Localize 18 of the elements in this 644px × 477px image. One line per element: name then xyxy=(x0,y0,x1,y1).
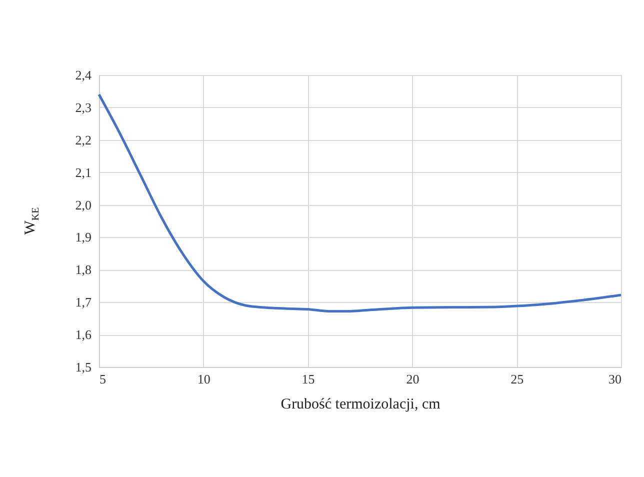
line-series xyxy=(98,93,622,312)
x-tick-label: 30 xyxy=(608,372,622,386)
y-tick-label: 1,9 xyxy=(75,230,92,245)
y-tick-label: 1,7 xyxy=(75,294,92,310)
y-tick-label: 1,6 xyxy=(75,327,92,342)
y-tick-label: 1,5 xyxy=(75,360,92,374)
x-axis-title: Grubość termoizolacji, cm xyxy=(280,396,441,412)
x-tick-label: 20 xyxy=(406,372,420,386)
x-tick-label: 5 xyxy=(100,372,106,386)
y-tick-label: 2,4 xyxy=(75,68,92,82)
y-tick-label: 2,2 xyxy=(75,132,92,148)
y-tick-label: 2,1 xyxy=(75,164,92,180)
y-tick-label: 2,3 xyxy=(75,100,92,115)
y-tick-label: 1,8 xyxy=(75,262,92,278)
x-tick-label: 10 xyxy=(197,372,210,386)
y-tick-label: 2,0 xyxy=(75,197,92,212)
x-tick-label: 25 xyxy=(510,372,524,386)
x-tick-label: 15 xyxy=(302,372,315,386)
